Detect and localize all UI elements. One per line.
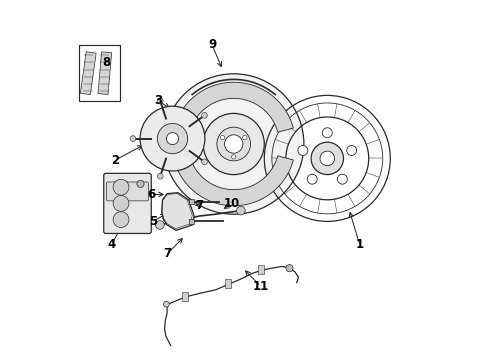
Bar xyxy=(225,279,231,288)
Polygon shape xyxy=(80,52,96,95)
Circle shape xyxy=(201,159,207,165)
Circle shape xyxy=(203,113,264,175)
Circle shape xyxy=(137,180,144,188)
Circle shape xyxy=(113,195,129,211)
Bar xyxy=(257,265,263,274)
Polygon shape xyxy=(174,82,293,132)
Circle shape xyxy=(285,265,292,272)
Circle shape xyxy=(337,174,346,184)
Circle shape xyxy=(163,74,303,214)
Circle shape xyxy=(306,174,317,184)
Circle shape xyxy=(236,206,244,215)
Text: 2: 2 xyxy=(111,154,119,167)
Polygon shape xyxy=(174,156,293,206)
Polygon shape xyxy=(98,52,111,94)
Circle shape xyxy=(201,112,207,118)
Text: 9: 9 xyxy=(207,39,216,51)
Circle shape xyxy=(163,301,169,307)
Text: 8: 8 xyxy=(102,57,110,69)
Text: 3: 3 xyxy=(154,94,162,107)
Text: 7: 7 xyxy=(195,199,203,212)
Circle shape xyxy=(242,135,246,140)
Bar xyxy=(189,199,194,204)
Circle shape xyxy=(157,173,163,179)
Circle shape xyxy=(346,145,356,156)
Circle shape xyxy=(319,151,334,166)
Text: 10: 10 xyxy=(224,197,240,210)
Circle shape xyxy=(310,142,343,175)
Circle shape xyxy=(113,212,129,228)
Polygon shape xyxy=(162,193,194,230)
FancyBboxPatch shape xyxy=(106,182,148,201)
Circle shape xyxy=(224,135,243,153)
FancyBboxPatch shape xyxy=(103,174,151,234)
Text: 4: 4 xyxy=(107,238,115,251)
Circle shape xyxy=(155,221,164,229)
Circle shape xyxy=(220,135,224,140)
Circle shape xyxy=(157,123,187,154)
Circle shape xyxy=(166,132,178,145)
Bar xyxy=(189,219,194,224)
Text: 5: 5 xyxy=(148,215,157,228)
Circle shape xyxy=(113,179,129,195)
Circle shape xyxy=(231,155,235,159)
Text: 7: 7 xyxy=(163,247,171,260)
Bar xyxy=(79,45,120,101)
Text: 6: 6 xyxy=(146,188,155,201)
Bar xyxy=(182,292,187,301)
Circle shape xyxy=(216,127,250,161)
Circle shape xyxy=(297,145,307,156)
Circle shape xyxy=(140,106,204,171)
Text: 11: 11 xyxy=(252,280,268,293)
Text: 1: 1 xyxy=(355,238,363,251)
Circle shape xyxy=(157,98,163,104)
Circle shape xyxy=(130,136,136,141)
Circle shape xyxy=(322,128,331,138)
